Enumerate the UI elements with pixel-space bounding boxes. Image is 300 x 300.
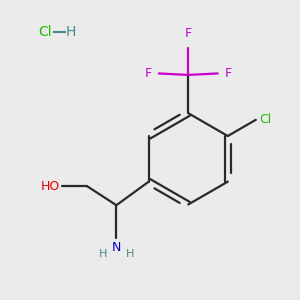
Text: F: F	[225, 67, 232, 80]
Text: H: H	[125, 249, 134, 259]
Text: Cl: Cl	[38, 25, 52, 39]
Text: F: F	[144, 67, 152, 80]
Text: HO: HO	[40, 180, 59, 193]
Text: N: N	[112, 241, 121, 254]
Text: Cl: Cl	[260, 113, 272, 126]
Text: H: H	[99, 249, 107, 259]
Text: H: H	[66, 25, 76, 39]
Text: F: F	[185, 27, 192, 40]
